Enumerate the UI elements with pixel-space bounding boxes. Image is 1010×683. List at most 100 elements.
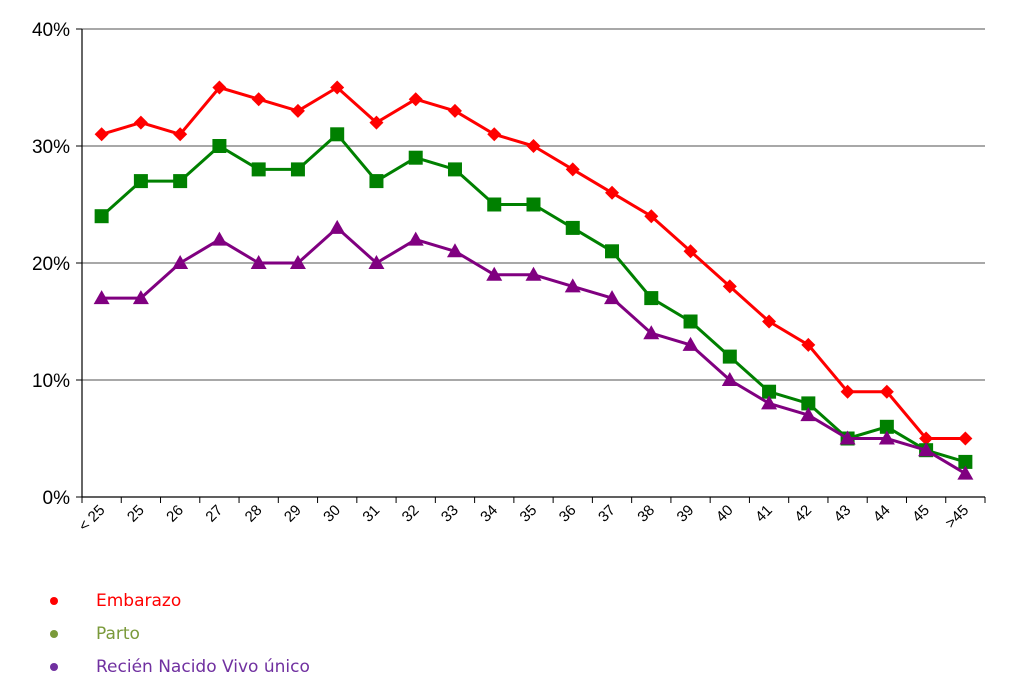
data-point [251,92,266,107]
data-point [683,314,698,329]
data-point [644,291,659,306]
data-point [958,431,973,446]
series-line [101,226,967,475]
data-point [251,162,266,177]
x-tick-label: 43 [831,502,855,526]
data-point [212,139,227,153]
x-tick-label: 42 [791,502,815,526]
data-point [408,92,423,107]
x-tick-label: 30 [320,502,344,526]
data-point [211,231,228,246]
legend-label: Recién Nacido Vivo único [96,656,310,677]
data-point [329,219,346,234]
data-point [643,325,660,340]
data-point [682,336,699,351]
y-tick-label: 10% [32,371,70,392]
data-point [172,255,189,269]
x-tick-label: 44 [870,502,894,526]
data-point [94,209,109,224]
data-point [565,162,580,177]
x-tick-label: 33 [438,502,462,526]
data-point [212,80,227,95]
data-point [250,255,267,269]
data-point [173,127,188,142]
legend-bullet-icon [50,596,58,605]
legend-item-embarazo: Embarazo [50,584,310,617]
x-tick-label: 34 [477,502,501,526]
data-point [644,209,659,224]
data-point [958,454,973,469]
x-axis-ticks: < 25 25 26 27 28 29 30 31 32 33 34 35 36 37 38 39 40 41 42… [75,497,986,535]
legend-label: Embarazo [96,590,182,611]
data-point [368,255,385,269]
data-point [840,384,855,399]
legend-item-recien-nacido: Recién Nacido Vivo único [50,650,310,683]
x-tick-label: 26 [163,502,187,526]
data-point [133,174,148,189]
data-point [330,127,345,142]
data-point [290,103,305,118]
data-point [801,396,816,411]
data-point [486,266,503,281]
x-tick-label: 32 [399,502,423,526]
data-point [369,174,384,189]
line-chart: 0% 10% 20% 30% 40% < 25 25 26 27 28 29 30 31 32 33 34 3… [32,20,986,535]
x-tick-label: 35 [517,502,541,526]
series-0 [94,80,973,446]
data-point [446,243,463,258]
x-tick-label: 36 [556,502,580,526]
data-point [525,266,542,281]
data-point [564,278,581,293]
x-tick-label: 28 [242,502,266,526]
legend-item-parto: Parto [50,617,310,650]
data-point [879,384,894,399]
data-point [918,442,935,457]
x-tick-label: 45 [909,502,933,526]
x-tick-label: >45 [942,502,972,532]
data-point [290,162,305,177]
data-point [879,419,894,434]
data-point [722,349,737,364]
x-tick-label: 31 [359,502,383,526]
data-point [721,372,738,386]
data-point [762,384,777,399]
y-tick-label: 40% [32,20,70,41]
data-point [289,255,306,269]
data-point [447,103,462,118]
data-point [839,430,856,445]
x-tick-label: 40 [713,502,737,526]
y-axis-ticks: 0% 10% 20% 30% 40% [32,20,82,509]
y-tick-label: 0% [43,488,71,509]
legend: Embarazo Parto Recién Nacido Vivo único [50,584,310,683]
legend-bullet-icon [50,662,58,671]
x-tick-label: 39 [674,502,698,526]
x-tick-label: < 25 [75,502,108,535]
data-point [526,197,541,212]
x-tick-label: 41 [752,502,776,526]
data-point [801,337,816,352]
data-point [604,290,621,305]
data-point [878,430,895,445]
x-tick-label: 25 [124,502,148,526]
legend-bullet-icon [50,629,58,638]
data-point [369,115,384,130]
data-point [800,407,817,422]
y-tick-label: 20% [32,254,70,275]
data-point [487,197,502,212]
data-point [957,465,974,480]
data-point [408,150,423,165]
series-line [100,132,966,464]
data-point [173,174,188,189]
legend-label: Parto [96,623,140,644]
series-2 [93,219,974,480]
data-point [330,80,345,95]
data-point [407,231,424,246]
x-tick-label: 29 [281,502,305,526]
data-point [761,395,778,410]
data-point [94,127,109,142]
data-point [526,139,541,153]
data-point [447,162,462,177]
x-tick-label: 37 [595,502,619,526]
data-point [487,127,502,142]
data-point [722,279,737,294]
